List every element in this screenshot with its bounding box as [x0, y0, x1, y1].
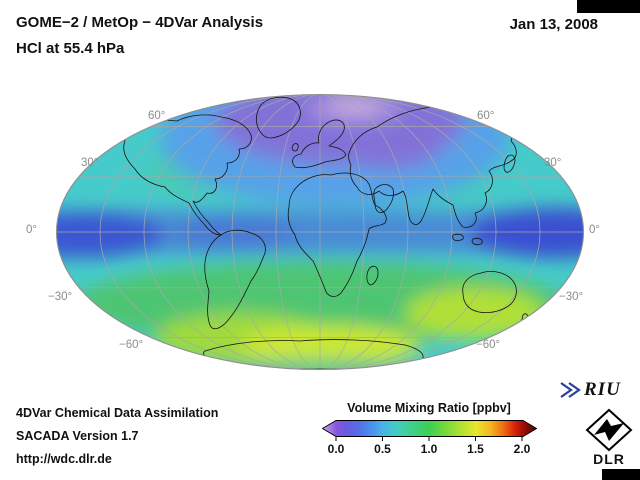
world-map — [55, 93, 585, 371]
map-boundary — [55, 93, 585, 371]
lat-label-60s-left: −60° — [119, 339, 144, 351]
dlr-logo-icon — [585, 408, 633, 452]
dlr-logo-text: DLR — [593, 451, 625, 467]
lat-label-30n-left: 30° — [81, 157, 99, 169]
footer-line-assimilation: 4DVar Chemical Data Assimilation — [16, 406, 219, 420]
lat-label-0-left: 0° — [26, 224, 37, 236]
colorbar-tick-marks — [335, 437, 523, 441]
footer-line-version: SACADA Version 1.7 — [16, 429, 139, 443]
riu-chevrons-icon — [560, 382, 581, 398]
colorbar-tick-labels: 0.0 0.5 1.0 1.5 2.0 — [322, 442, 537, 457]
bottom-right-black-bar — [602, 469, 640, 480]
lat-label-60s-right: −60° — [476, 339, 501, 351]
footer-text: 4DVar Chemical Data Assimilation SACADA … — [16, 402, 218, 471]
lat-label-60n-left: 60° — [148, 110, 166, 122]
map-svg — [55, 93, 585, 371]
colorbar — [322, 420, 537, 441]
colorbar-tick-15: 1.5 — [467, 442, 484, 456]
colorbar-tick-10: 1.0 — [420, 442, 438, 456]
colorbar-gradient-bar — [322, 420, 537, 437]
colorbar-tick-0: 0.0 — [327, 442, 345, 456]
colorbar-tick-20: 2.0 — [513, 442, 531, 456]
lat-label-30n-right: 30° — [544, 157, 562, 169]
colorbar-tick-05: 0.5 — [374, 442, 391, 456]
colorbar-title: Volume Mixing Ratio [ppbv] — [347, 401, 511, 415]
riu-logo-text: RIU — [584, 379, 621, 400]
page-title: GOME−2 / MetOp − 4DVar Analysis — [16, 14, 264, 31]
lat-label-60n-right: 60° — [477, 110, 495, 122]
lat-label-0-right: 0° — [589, 224, 600, 236]
riu-logo: RIU — [558, 378, 621, 402]
top-right-black-bar — [577, 0, 640, 13]
lat-label-30s-right: −30° — [559, 291, 584, 303]
footer-line-url: http://wdc.dlr.de — [16, 452, 112, 466]
page-subtitle: HCl at 55.4 hPa — [16, 40, 125, 57]
date-label: Jan 13, 2008 — [509, 16, 598, 33]
lat-label-30s-left: −30° — [48, 291, 73, 303]
